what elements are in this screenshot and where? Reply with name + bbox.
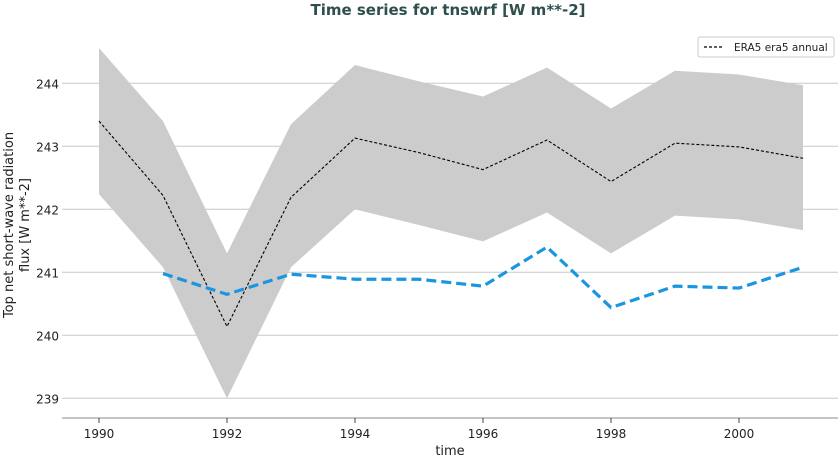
uncertainty-band (99, 48, 803, 398)
y-tick-label: 244 (36, 77, 59, 91)
y-axis-label-line1: Top net short-wave radiation (2, 132, 17, 319)
y-tick-label: 240 (36, 329, 59, 343)
y-tick-label: 242 (36, 203, 59, 217)
x-tick-label: 1990 (84, 427, 115, 441)
band-area (99, 48, 803, 398)
y-tick-label: 243 (36, 140, 59, 154)
legend: ERA5 era5 annual (698, 37, 834, 57)
x-tick-label: 1994 (340, 427, 371, 441)
x-tick-label: 1998 (596, 427, 627, 441)
x-tick-label: 1996 (468, 427, 499, 441)
chart-title: Time series for tnswrf [W m**-2] (310, 1, 585, 19)
y-axis-label-line2: flux [W m**-2] (18, 178, 33, 272)
x-tick-label: 2000 (724, 427, 755, 441)
legend-label-era5: ERA5 era5 annual (734, 42, 828, 54)
x-axis-label: time (435, 444, 464, 457)
y-tick-label: 241 (36, 266, 59, 280)
y-tick-label: 239 (36, 392, 59, 406)
x-tick-label: 1992 (212, 427, 243, 441)
